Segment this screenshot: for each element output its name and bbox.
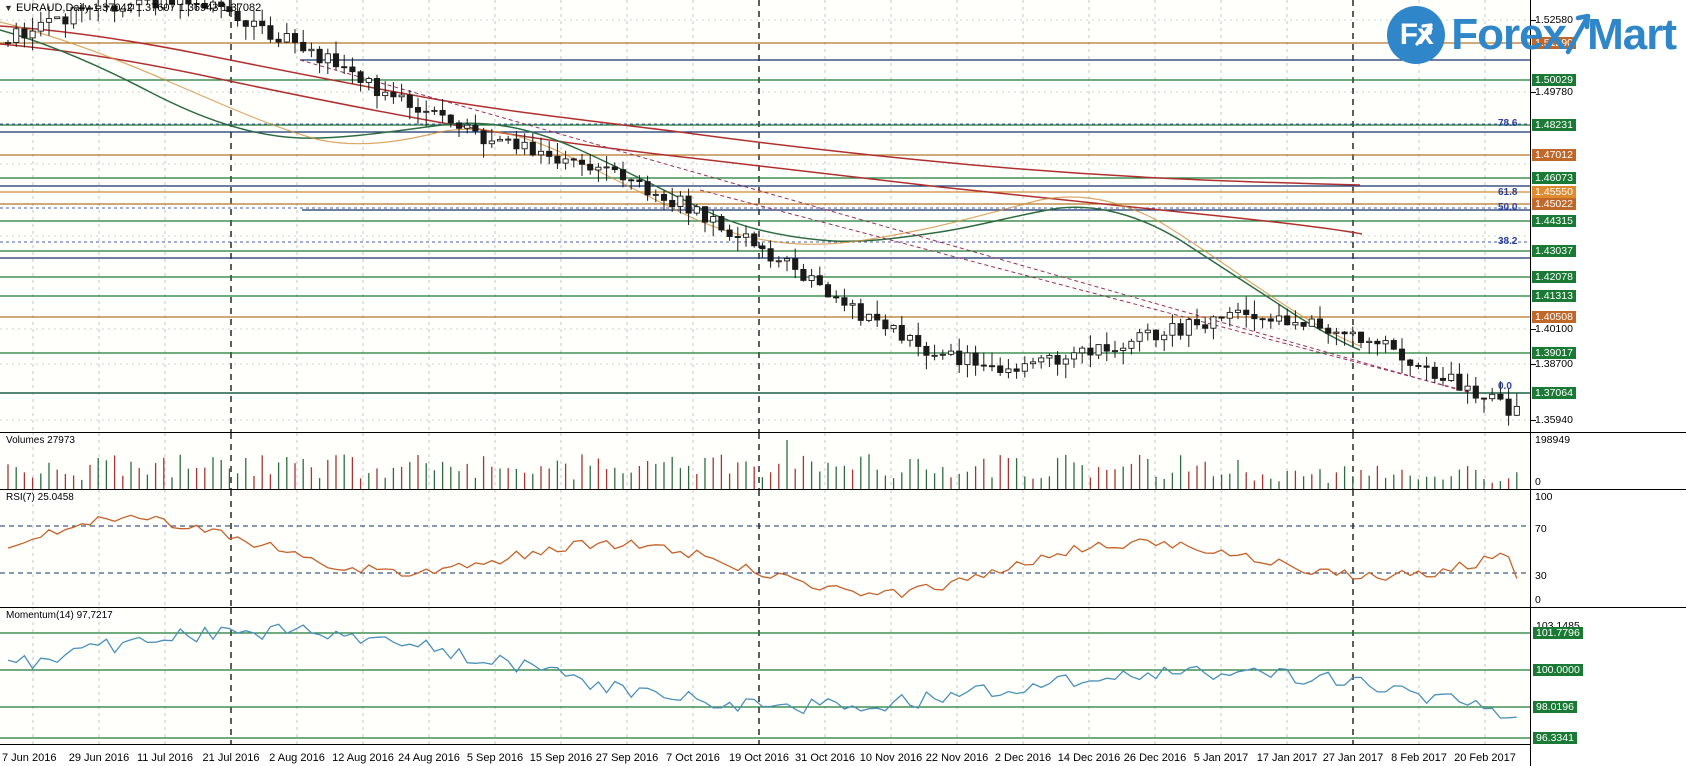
date-axis-label: 7 Oct 2016 <box>666 752 720 764</box>
price-axis-label: 1.47012 <box>1532 149 1576 161</box>
rsi-axis-100: 100 <box>1535 491 1553 503</box>
fibonacci-level-label: 78.6 <box>1498 118 1518 129</box>
date-axis-label: 10 Nov 2016 <box>859 752 923 764</box>
date-axis-label: 8 Feb 2017 <box>1391 752 1447 764</box>
fibonacci-level-label: 0.0 <box>1498 381 1512 392</box>
fibonacci-level-label: 61.8 <box>1498 187 1518 198</box>
date-axis-label: 21 Jul 2016 <box>202 752 260 764</box>
date-axis-label: 31 Oct 2016 <box>795 752 855 764</box>
rsi-axis[interactable]: 100 70 30 0 <box>1530 490 1686 607</box>
date-axis-label: 20 Feb 2017 <box>1454 752 1516 764</box>
momentum-axis-label: 100.0000 <box>1533 664 1583 676</box>
forexmart-logo: Fx Forex Mart <box>1387 4 1677 66</box>
date-axis-label: 15 Sep 2016 <box>529 752 593 764</box>
price-axis-label: 1.48231 <box>1532 119 1576 131</box>
date-axis-label: 5 Sep 2016 <box>466 752 524 764</box>
price-axis-label: 1.50029 <box>1532 74 1576 86</box>
date-axis-label: 19 Oct 2016 <box>729 752 789 764</box>
date-axis-label: 5 Jan 2017 <box>1193 752 1249 764</box>
logo-word-forex: Forex <box>1451 10 1567 59</box>
volumes-panel[interactable]: Volumes 27973 198949 0 <box>0 432 1686 489</box>
date-axis-label: 24 Aug 2016 <box>398 752 460 764</box>
axis-tick <box>1531 92 1536 93</box>
price-axis-label: 1.42078 <box>1532 271 1576 283</box>
momentum-axis[interactable]: 103.1485 101.7796 100.0000 98.0196 96.3341 <box>1530 608 1686 766</box>
rsi-axis-0: 0 <box>1535 594 1541 606</box>
price-axis-label: 1.46073 <box>1532 172 1576 184</box>
date-axis-label: 14 Dec 2016 <box>1057 752 1121 764</box>
chart-header: ▼ EURAUD,Daily 1.37042 1.37607 1.36943 1… <box>4 2 261 14</box>
collapse-arrow-icon[interactable]: ▼ <box>4 3 13 13</box>
rsi-panel[interactable]: RSI(7) 25.0458 100 70 30 0 <box>0 489 1686 607</box>
volumes-axis[interactable]: 198949 0 <box>1530 433 1686 489</box>
price-axis-label: 1.38700 <box>1535 358 1573 370</box>
fibonacci-level-label: 50.0 <box>1498 202 1518 213</box>
price-panel[interactable]: 1.52580 1.51290 1.50029 1.49780 1.48231 1.470… <box>0 0 1686 432</box>
price-chart-svg <box>0 0 1530 432</box>
rsi-axis-30: 30 <box>1535 570 1547 582</box>
price-axis-label: 1.37064 <box>1532 387 1576 399</box>
price-axis-label: 1.41313 <box>1532 290 1576 302</box>
date-axis-label: 12 Aug 2016 <box>332 752 394 764</box>
rsi-axis-70: 70 <box>1535 523 1547 535</box>
logo-arrow-icon <box>1565 13 1591 55</box>
axis-tick <box>1531 329 1536 330</box>
rsi-plot[interactable] <box>0 490 1530 607</box>
volumes-axis-min: 0 <box>1535 476 1541 488</box>
axis-tick <box>1531 420 1536 421</box>
axis-tick <box>1531 20 1536 21</box>
price-axis-label: 1.52580 <box>1535 14 1573 26</box>
volumes-chart-svg <box>7 433 1518 489</box>
rsi-label: RSI(7) 25.0458 <box>4 492 76 503</box>
date-axis-label: 7 Jun 2016 <box>2 752 57 764</box>
price-axis-label: 1.40100 <box>1535 323 1573 335</box>
price-axis-label: 1.35940 <box>1535 414 1573 426</box>
volumes-label: Volumes 27973 <box>4 435 77 446</box>
logo-word-mart: Mart <box>1587 10 1677 59</box>
momentum-chart-svg <box>0 608 1530 744</box>
date-axis-label: 2 Dec 2016 <box>994 752 1052 764</box>
date-axis-label: 22 Nov 2016 <box>925 752 989 764</box>
price-axis-label: 1.51290 <box>1532 37 1576 49</box>
volumes-plot[interactable] <box>0 433 1530 489</box>
momentum-label: Momentum(14) 97,7217 <box>4 610 115 621</box>
date-axis-label: 26 Dec 2016 <box>1123 752 1187 764</box>
date-axis-label: 29 Jun 2016 <box>68 752 130 764</box>
volumes-axis-max: 198949 <box>1535 434 1571 446</box>
price-axis-label: 1.45022 <box>1532 198 1576 210</box>
axis-tick <box>1531 364 1536 365</box>
momentum-axis-label: 101.7796 <box>1533 627 1583 639</box>
date-axis-label: 2 Aug 2016 <box>269 752 325 764</box>
price-axis-label: 1.40508 <box>1532 311 1576 323</box>
price-plot[interactable] <box>0 0 1530 432</box>
date-axis-label: 17 Jan 2017 <box>1256 752 1318 764</box>
date-axis[interactable]: 7 Jun 2016 29 Jun 2016 11 Jul 2016 21 Jul 2… <box>0 744 1530 766</box>
price-axis-label: 1.45550 <box>1532 186 1576 198</box>
fx-mark-icon: Fx <box>1387 6 1446 64</box>
momentum-plot[interactable] <box>0 608 1530 744</box>
momentum-axis-label: 96.3341 <box>1533 732 1577 744</box>
price-axis-label: 1.43037 <box>1532 245 1576 257</box>
date-axis-label: 27 Sep 2016 <box>595 752 659 764</box>
price-axis-label: 1.49780 <box>1535 86 1573 98</box>
momentum-panel[interactable]: Momentum(14) 97,7217 103.1485 101.7796 100… <box>0 607 1686 766</box>
momentum-axis-label: 98.0196 <box>1533 701 1577 713</box>
date-axis-label: 11 Jul 2016 <box>136 752 194 764</box>
fibonacci-level-label: 38.2 <box>1498 236 1518 247</box>
price-axis-label: 1.39017 <box>1532 347 1576 359</box>
date-axis-label: 27 Jan 2017 <box>1322 752 1384 764</box>
rsi-chart-svg <box>0 490 1530 607</box>
price-axis-label: 1.44315 <box>1532 215 1576 227</box>
symbol-ohlc-text: EURAUD,Daily 1.37042 1.37607 1.36943 1.3… <box>15 2 262 14</box>
